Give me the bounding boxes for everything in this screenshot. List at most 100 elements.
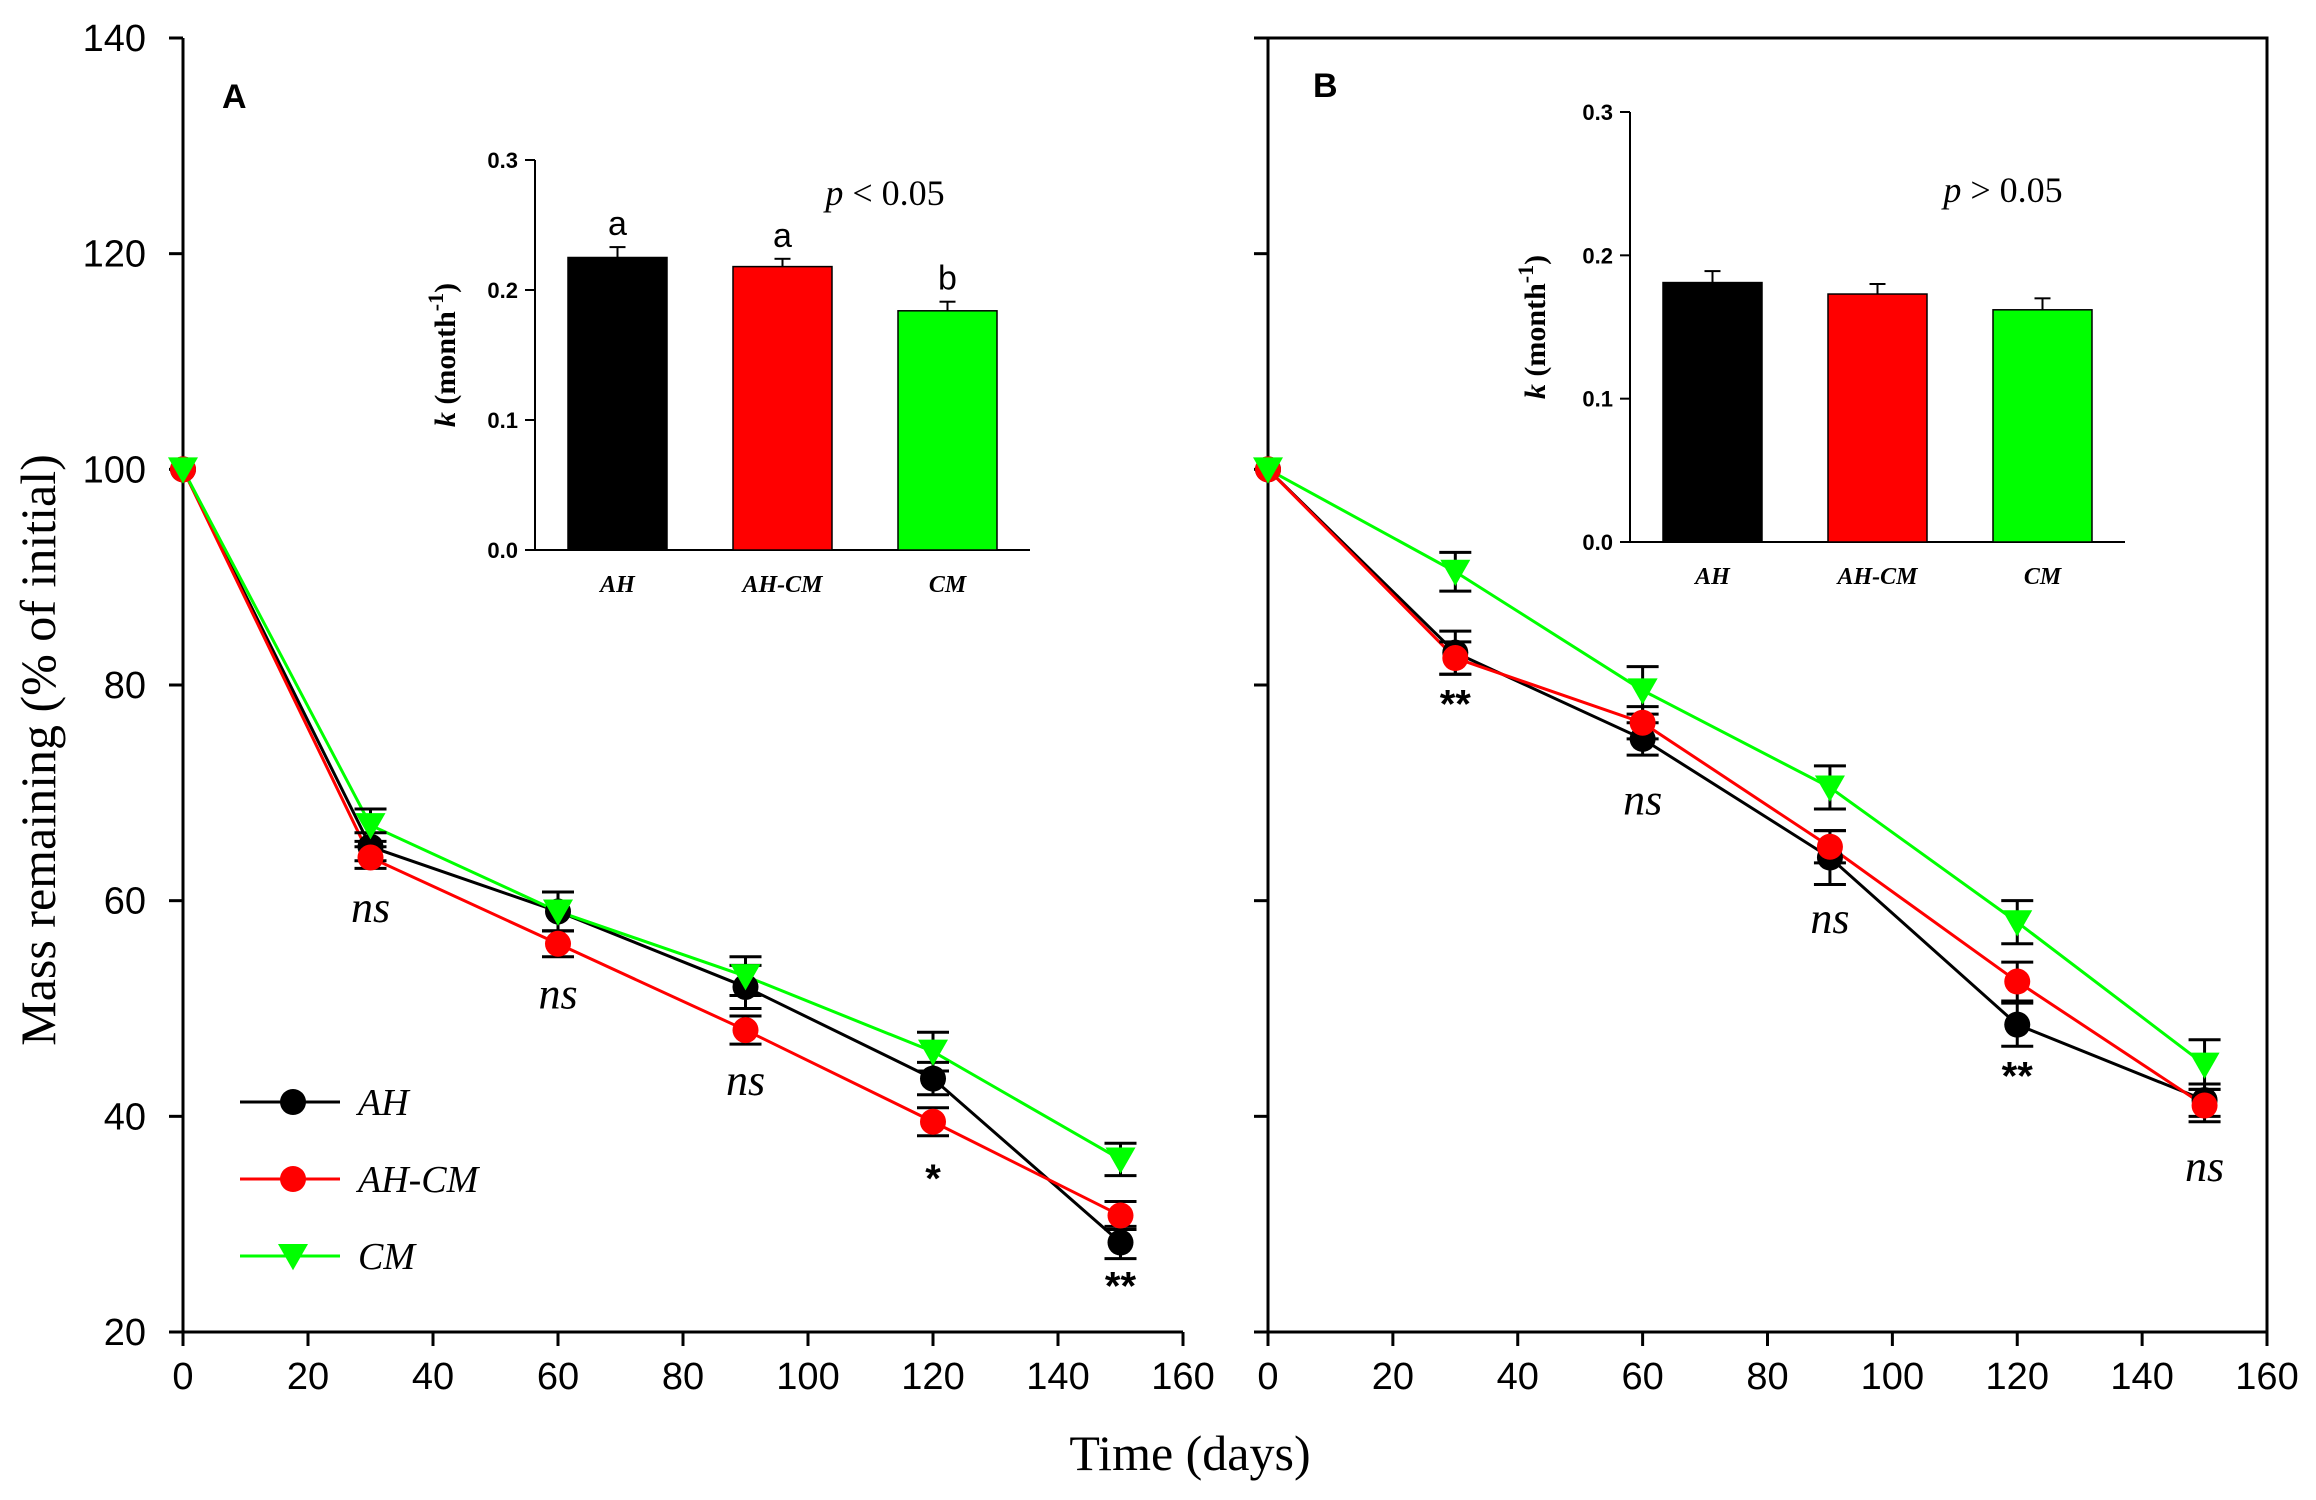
inset-bar-ah-cm bbox=[1827, 293, 1928, 543]
point-ah-cm bbox=[545, 930, 571, 957]
inset-x-tick-label: AH bbox=[1693, 564, 1731, 590]
inset-y-tick-label: 0.2 bbox=[1582, 243, 1613, 268]
x-tick-label: 100 bbox=[776, 1356, 839, 1398]
point-ah bbox=[2004, 1011, 2031, 1038]
y-tick-label: 40 bbox=[104, 1096, 146, 1138]
x-axis-title: Time (days) bbox=[1069, 1425, 1310, 1481]
panel-title: A bbox=[222, 78, 247, 116]
inset-y-axis-title: k (month-1) bbox=[423, 283, 462, 427]
y-tick-label: 120 bbox=[83, 234, 146, 276]
x-tick-label: 0 bbox=[172, 1356, 193, 1398]
inset-y-tick-label: 0.3 bbox=[487, 148, 518, 173]
y-tick-label: 140 bbox=[83, 18, 146, 60]
x-tick-label: 40 bbox=[1497, 1356, 1539, 1398]
point-ah-cm bbox=[2191, 1092, 2218, 1119]
x-tick-label: 40 bbox=[412, 1356, 454, 1398]
significance-label-ns: ns bbox=[351, 883, 390, 932]
x-tick-label: 120 bbox=[1986, 1356, 2049, 1398]
significance-label-star: * bbox=[925, 1157, 941, 1201]
inset-y-tick-label: 0.1 bbox=[487, 408, 518, 433]
inset-x-tick-label: CM bbox=[929, 572, 968, 598]
inset-significance-letter: b bbox=[938, 260, 957, 298]
point-ah-cm bbox=[732, 1017, 759, 1044]
inset-x-tick-label: AH-CM bbox=[740, 572, 824, 598]
point-cm bbox=[168, 457, 198, 484]
point-ah bbox=[920, 1065, 946, 1092]
series-line-ah-cm bbox=[181, 468, 1122, 1217]
inset-bar-chart: 0.0 0.1 0.2 0.3 AH a AH-CM a CM b k (month-1) p < 0… bbox=[423, 148, 1030, 598]
x-tick-label: 140 bbox=[1026, 1356, 1089, 1398]
x-tick-label: 100 bbox=[1861, 1356, 1924, 1398]
series-line-ah bbox=[1266, 468, 2206, 1102]
inset-y-tick-label: 0.1 bbox=[1582, 387, 1613, 412]
inset-y-axis-title: k (month-1) bbox=[1513, 255, 1552, 399]
x-tick-label: 60 bbox=[1621, 1356, 1663, 1398]
inset-bar-cm bbox=[897, 310, 998, 551]
y-tick-label: 20 bbox=[104, 1312, 146, 1354]
legend-label-ah: AH bbox=[355, 1082, 411, 1124]
plot-frame bbox=[1266, 36, 2269, 1334]
point-cm bbox=[918, 1039, 948, 1066]
point-cm bbox=[543, 899, 573, 926]
series-line-cm bbox=[1267, 468, 2206, 1066]
point-ah-cm bbox=[2004, 968, 2031, 995]
significance-label-ns: ns bbox=[538, 970, 577, 1019]
point-cm bbox=[1253, 457, 1283, 484]
inset-x-tick-label: AH-CM bbox=[1835, 564, 1919, 590]
legend-marker-cm bbox=[278, 1244, 308, 1271]
x-tick-label: 20 bbox=[287, 1356, 329, 1398]
series-line-cm bbox=[181, 468, 1122, 1161]
point-ah bbox=[1107, 1229, 1134, 1256]
inset-y-tick-label: 0.3 bbox=[1582, 100, 1613, 125]
point-ah-cm bbox=[920, 1108, 946, 1135]
inset-bar-ah-cm bbox=[732, 265, 833, 551]
x-tick-label: 0 bbox=[1257, 1356, 1278, 1398]
significance-label-star: ** bbox=[1440, 682, 1472, 726]
legend-marker-ah-cm bbox=[280, 1166, 306, 1192]
legend-label-cm: CM bbox=[358, 1236, 417, 1278]
significance-label-ns: ns bbox=[726, 1056, 765, 1105]
inset-x-tick-label: AH bbox=[598, 572, 636, 598]
panel-title: B bbox=[1313, 67, 1338, 105]
inset-bar-chart: 0.0 0.1 0.2 0.3 AH AH-CM CM k (month-1) p > 0.05 bbox=[1513, 100, 2125, 590]
significance-label-ns: ns bbox=[1623, 775, 1662, 824]
inset-p-value: p < 0.05 bbox=[822, 173, 944, 213]
series-line-ah bbox=[181, 468, 1122, 1244]
point-ah-cm bbox=[357, 844, 384, 871]
panel-a: A 0 20 40 60 80 100 120 140 160 20 40 60 80 100 120 140 n… bbox=[83, 18, 1215, 1398]
legend-marker-ah bbox=[280, 1089, 306, 1115]
inset-p-value: p > 0.05 bbox=[1940, 170, 2062, 210]
inset-y-tick-label: 0.2 bbox=[487, 278, 518, 303]
point-cm bbox=[355, 813, 386, 840]
point-cm bbox=[1105, 1147, 1136, 1174]
inset-bar-ah bbox=[1662, 281, 1763, 543]
panel-b: B0 20 40 60 80 100 120 140 160**nsns**ns0.00.10.… bbox=[1253, 36, 2299, 1398]
point-ah-cm bbox=[1442, 645, 1469, 672]
point-cm bbox=[2189, 1052, 2220, 1079]
x-tick-label: 80 bbox=[662, 1356, 704, 1398]
point-cm bbox=[2002, 910, 2033, 937]
point-cm bbox=[1627, 678, 1658, 705]
x-tick-label: 120 bbox=[901, 1356, 964, 1398]
y-tick-label: 80 bbox=[104, 665, 146, 707]
inset-significance-letter: a bbox=[773, 217, 792, 255]
inset-bar-ah bbox=[567, 256, 668, 551]
inset-y-tick-label: 0.0 bbox=[487, 538, 518, 563]
point-ah-cm bbox=[1107, 1202, 1134, 1229]
x-tick-label: 160 bbox=[2235, 1356, 2298, 1398]
point-ah-cm bbox=[1629, 709, 1656, 736]
x-tick-label: 20 bbox=[1372, 1356, 1414, 1398]
point-cm bbox=[1440, 559, 1471, 587]
y-tick-label: 60 bbox=[104, 881, 146, 923]
significance-label-ns: ns bbox=[2185, 1142, 2224, 1191]
point-ah-cm bbox=[1816, 833, 1843, 860]
inset-y-tick-label: 0.0 bbox=[1582, 530, 1613, 555]
x-tick-label: 80 bbox=[1746, 1356, 1788, 1398]
point-cm bbox=[1814, 775, 1845, 802]
inset-significance-letter: a bbox=[608, 205, 627, 243]
y-tick-label: 100 bbox=[83, 449, 146, 491]
x-tick-label: 140 bbox=[2110, 1356, 2173, 1398]
inset-bar-cm bbox=[1992, 309, 2093, 543]
series-line-ah-cm bbox=[1266, 468, 2206, 1107]
